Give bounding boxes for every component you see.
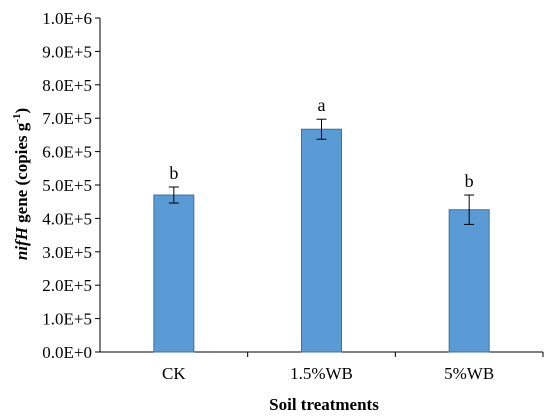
y-axis-title-superscript: -1 <box>11 114 23 123</box>
y-tick-label: 6.0E+5 <box>42 143 92 162</box>
significance-letter: a <box>318 95 326 115</box>
x-tick-label: 1.5%WB <box>290 364 353 383</box>
y-tick-label: 3.0E+5 <box>42 243 92 262</box>
significance-letter: b <box>465 171 474 191</box>
y-tick-label: 1.0E+5 <box>42 310 92 329</box>
plot-area: 0.0E+0 1.0E+5 2.0E+5 3.0E+5 4.0E+5 5.0E+5 6.0E… <box>42 9 544 383</box>
y-axis-title-close: ) <box>12 108 31 114</box>
y-tick-label: 0.0E+0 <box>42 343 92 362</box>
y-tick-label: 4.0E+5 <box>42 209 92 228</box>
x-tick-label: CK <box>162 364 186 383</box>
y-tick-label: 1.0E+6 <box>42 9 92 28</box>
y-tick-label: 7.0E+5 <box>42 109 92 128</box>
y-tick-label: 5.0E+5 <box>42 176 92 195</box>
bar <box>301 128 342 353</box>
bar <box>153 194 195 353</box>
y-axis-title-gene: nifH <box>12 226 31 260</box>
y-axis-title-units: gene (copies g <box>12 122 31 227</box>
y-tick-label: 9.0E+5 <box>42 42 92 61</box>
x-tick-label: 5%WB <box>444 364 494 383</box>
y-tick-label: 8.0E+5 <box>42 76 92 95</box>
y-axis-title: nifH gene (copies g-1) <box>11 108 31 260</box>
x-axis-title: Soil treatments <box>269 395 379 414</box>
bar <box>448 209 490 353</box>
significance-letter: b <box>169 163 178 183</box>
y-tick-label: 2.0E+5 <box>42 276 92 295</box>
